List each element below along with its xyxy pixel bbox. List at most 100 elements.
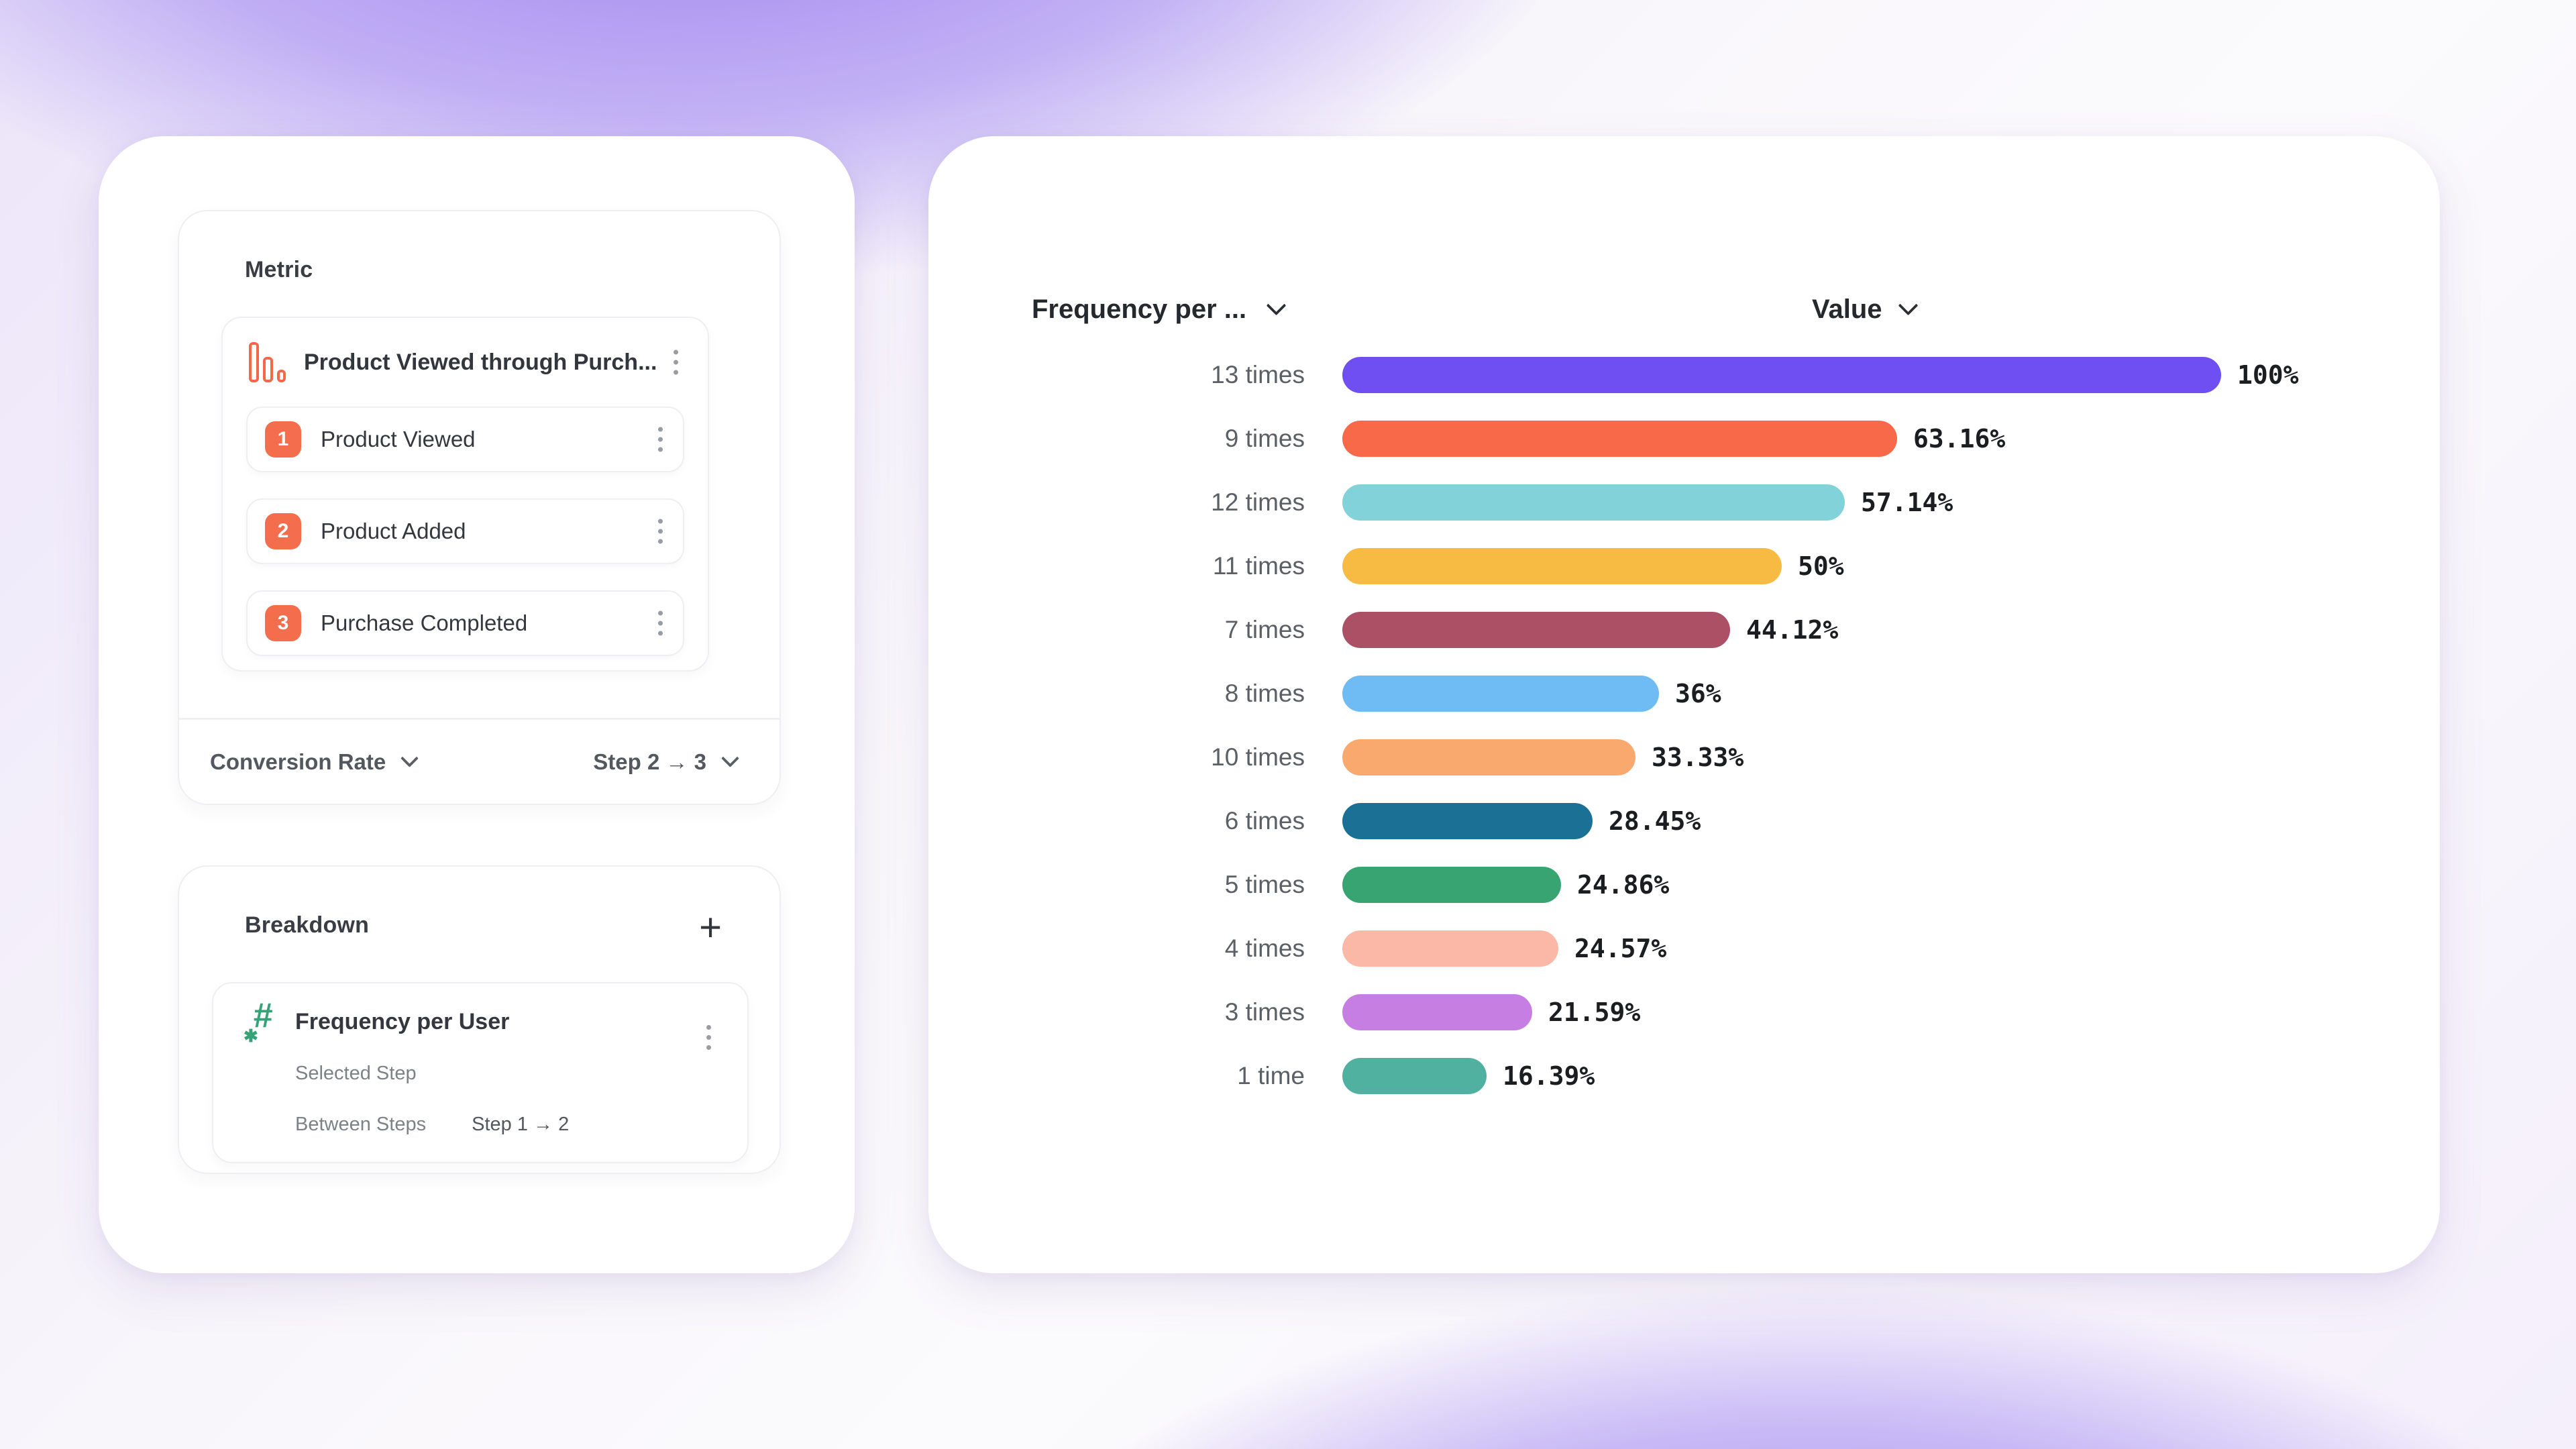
bar[interactable] — [1342, 675, 1659, 712]
chart-row: 8 times 36% — [928, 661, 2440, 725]
category-label: 7 times — [1224, 615, 1305, 643]
bar[interactable] — [1342, 484, 1845, 521]
bar-area: 63.16% — [1342, 420, 2440, 457]
bar-area: 28.45% — [1342, 802, 2440, 839]
chart-panel: Frequency per ... Value 13 times 100% 9 … — [928, 136, 2440, 1273]
category-label: 12 times — [1211, 488, 1305, 516]
selected-step-label: Selected Step — [295, 1063, 417, 1084]
step-label: Product Added — [321, 519, 466, 543]
bar[interactable] — [1342, 611, 1730, 648]
step-number-badge: 1 — [265, 421, 301, 458]
kebab-menu-icon[interactable] — [706, 1025, 711, 1050]
bar[interactable] — [1342, 356, 2221, 393]
bar-chart-icon — [249, 342, 286, 382]
bar-area: 50% — [1342, 547, 2440, 584]
category-label: 6 times — [1224, 806, 1305, 835]
chart-row: 1 time 16.39% — [928, 1044, 2440, 1108]
bar-area: 21.59% — [1342, 994, 2440, 1030]
bar[interactable] — [1342, 547, 1782, 584]
chart-row: 10 times 33.33% — [928, 725, 2440, 789]
category-label: 1 time — [1237, 1061, 1305, 1089]
category-label: 4 times — [1224, 934, 1305, 962]
selected-step-row[interactable]: Selected Step — [295, 1063, 417, 1085]
step-number-badge: 3 — [265, 605, 301, 641]
kebab-menu-icon[interactable] — [674, 350, 678, 375]
funnel-step[interactable]: 1 Product Viewed — [246, 407, 684, 472]
chevron-down-icon — [400, 749, 419, 767]
bar[interactable] — [1342, 994, 1532, 1030]
metric-footer: Conversion Rate Step 2 → 3 — [179, 720, 780, 804]
value-label: 21.59% — [1548, 997, 1641, 1027]
breakdown-item-header: # ✱ Frequency per User — [213, 983, 747, 1050]
chart-row: 7 times 44.12% — [928, 598, 2440, 661]
value-column-header[interactable]: Value — [1812, 292, 1918, 327]
step-label: Product Viewed — [321, 427, 476, 451]
funnel-steps: 1 Product Viewed 2 Product Added 3 Purch… — [223, 407, 708, 656]
breakdown-section-title: Breakdown — [245, 912, 370, 938]
bar[interactable] — [1342, 420, 1897, 457]
funnel-card[interactable]: Product Viewed through Purch... 1 Produc… — [221, 317, 709, 672]
value-label: 57.14% — [1861, 487, 1953, 517]
bar-area: 24.86% — [1342, 866, 2440, 903]
value-label: 50% — [1798, 551, 1844, 581]
bar-chart: 13 times 100% 9 times 63.16% 12 times 57… — [928, 343, 2440, 1108]
conversion-rate-selector[interactable]: Conversion Rate — [210, 749, 419, 775]
bar-area: 24.57% — [1342, 930, 2440, 967]
category-label: 11 times — [1212, 551, 1305, 580]
section-divider — [179, 718, 780, 720]
bar-area: 36% — [1342, 675, 2440, 712]
bar[interactable] — [1342, 802, 1593, 839]
chart-row: 12 times 57.14% — [928, 470, 2440, 534]
value-label: 36% — [1675, 678, 1721, 708]
step-label: Purchase Completed — [321, 610, 528, 635]
step-range-selector[interactable]: Step 2 → 3 — [593, 749, 739, 775]
category-label: 3 times — [1224, 998, 1305, 1026]
step-number-badge: 2 — [265, 513, 301, 549]
value-label: 63.16% — [1913, 423, 2006, 453]
category-label: 5 times — [1224, 870, 1305, 898]
breakdown-section: Breakdown + # ✱ Frequency per User Selec… — [178, 865, 781, 1174]
funnel-step[interactable]: 3 Purchase Completed — [246, 590, 684, 656]
kebab-menu-icon[interactable] — [658, 427, 663, 452]
kebab-menu-icon[interactable] — [658, 519, 663, 544]
bar-area: 44.12% — [1342, 611, 2440, 648]
bar-area: 16.39% — [1342, 1057, 2440, 1094]
funnel-step[interactable]: 2 Product Added — [246, 498, 684, 564]
bar[interactable] — [1342, 1057, 1487, 1094]
category-label: 13 times — [1211, 360, 1305, 388]
kebab-menu-icon[interactable] — [658, 610, 663, 636]
conversion-rate-label: Conversion Rate — [210, 749, 386, 774]
chevron-down-icon — [721, 749, 739, 767]
category-label: 10 times — [1211, 743, 1305, 771]
chevron-down-icon — [1898, 295, 1918, 315]
between-steps-value: Step 1 → 2 — [472, 1114, 570, 1135]
value-column-label: Value — [1812, 294, 1882, 324]
bar[interactable] — [1342, 866, 1561, 903]
category-label: 9 times — [1224, 424, 1305, 452]
chart-row: 6 times 28.45% — [928, 789, 2440, 853]
chart-row: 3 times 21.59% — [928, 980, 2440, 1044]
chart-row: 9 times 63.16% — [928, 407, 2440, 470]
value-label: 24.57% — [1574, 933, 1667, 963]
query-builder-panel: Metric Product Viewed through Purch... 1… — [99, 136, 855, 1273]
add-breakdown-button[interactable]: + — [699, 906, 722, 949]
breakdown-column-header[interactable]: Frequency per ... — [1032, 292, 1287, 327]
value-label: 33.33% — [1652, 742, 1744, 772]
between-steps-label: Between Steps — [295, 1114, 427, 1135]
chart-row: 5 times 24.86% — [928, 853, 2440, 916]
bar[interactable] — [1342, 739, 1635, 775]
between-steps-row[interactable]: Between Steps Step 1 → 2 — [295, 1114, 569, 1136]
bar[interactable] — [1342, 930, 1558, 967]
numeric-hash-icon: # ✱ — [244, 996, 272, 1046]
breakdown-item-card[interactable]: # ✱ Frequency per User Selected Step Bet… — [212, 982, 749, 1163]
breakdown-column-label: Frequency per ... — [1032, 294, 1247, 324]
funnel-header: Product Viewed through Purch... — [223, 318, 708, 407]
chevron-down-icon — [1266, 295, 1287, 315]
bar-area: 100% — [1342, 356, 2440, 393]
value-label: 16.39% — [1503, 1061, 1595, 1091]
bar-area: 33.33% — [1342, 739, 2440, 775]
chart-row: 11 times 50% — [928, 534, 2440, 598]
category-label: 8 times — [1224, 679, 1305, 707]
chart-row: 4 times 24.57% — [928, 916, 2440, 980]
